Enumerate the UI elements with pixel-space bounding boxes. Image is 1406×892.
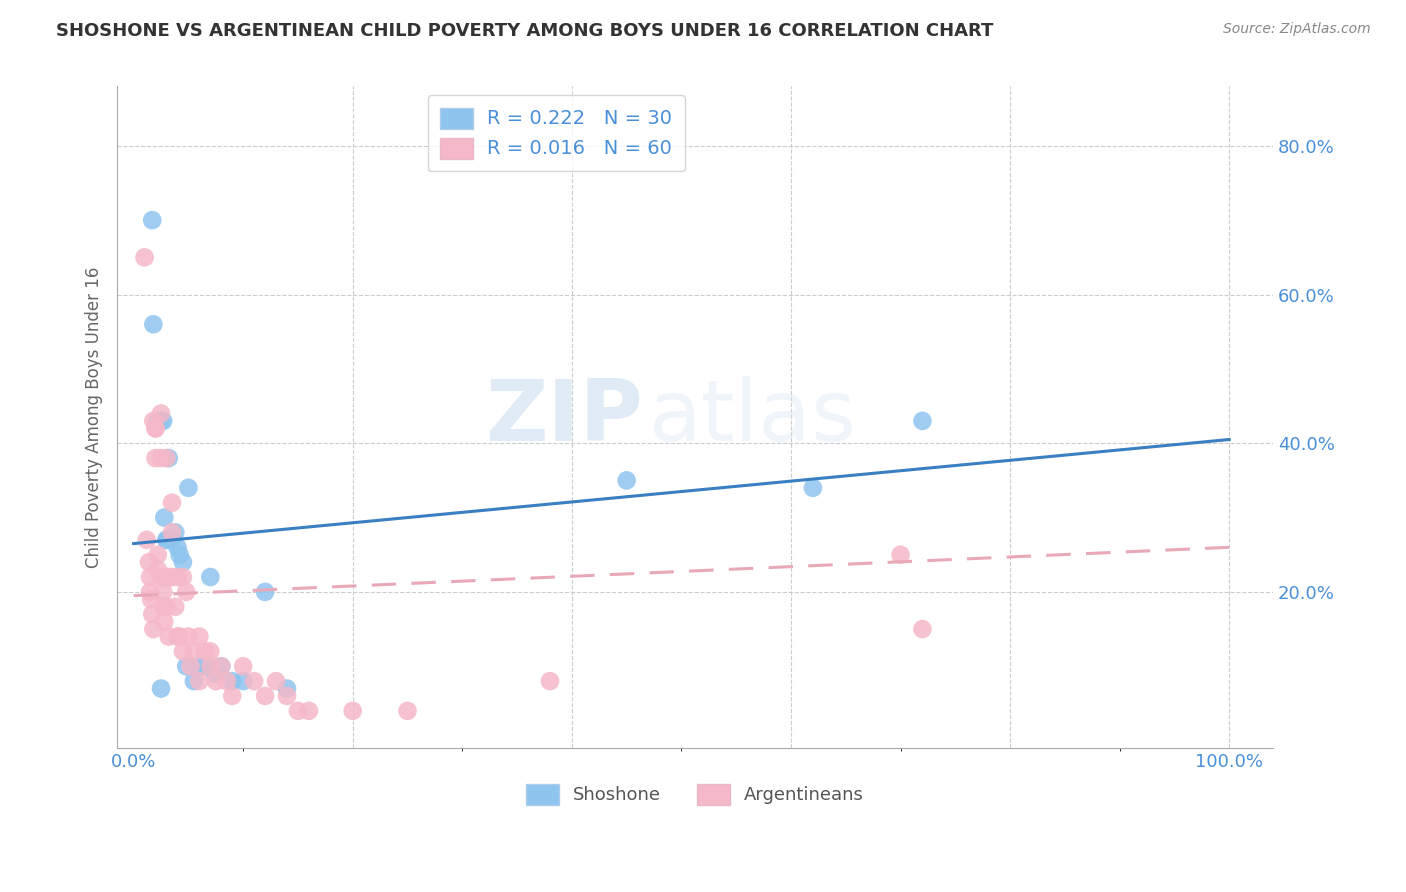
- Point: [153, 510, 176, 524]
- Point: [146, 548, 169, 562]
- Point: [166, 570, 188, 584]
- Point: [165, 525, 187, 540]
- Point: [155, 533, 177, 547]
- Point: [911, 622, 934, 636]
- Point: [174, 585, 197, 599]
- Point: [298, 704, 321, 718]
- Point: [146, 414, 169, 428]
- Point: [172, 570, 194, 584]
- Point: [177, 481, 200, 495]
- Point: [157, 630, 180, 644]
- Point: [169, 548, 191, 562]
- Point: [166, 630, 188, 644]
- Point: [200, 570, 222, 584]
- Point: [243, 674, 266, 689]
- Point: [287, 704, 309, 718]
- Point: [188, 674, 211, 689]
- Point: [215, 674, 238, 689]
- Point: [155, 533, 177, 547]
- Point: [160, 570, 183, 584]
- Point: [141, 607, 163, 622]
- Point: [254, 689, 277, 703]
- Point: [538, 674, 561, 689]
- Point: [152, 599, 174, 614]
- Point: [200, 644, 222, 658]
- Point: [232, 674, 254, 689]
- Point: [264, 674, 287, 689]
- Point: [138, 555, 160, 569]
- Point: [141, 213, 163, 227]
- Point: [150, 414, 173, 428]
- Point: [342, 704, 364, 718]
- Point: [153, 615, 176, 629]
- Point: [135, 533, 157, 547]
- Point: [188, 659, 211, 673]
- Point: [139, 585, 162, 599]
- Point: [142, 414, 165, 428]
- Text: atlas: atlas: [650, 376, 856, 458]
- Point: [801, 481, 824, 495]
- Point: [209, 659, 232, 673]
- Point: [180, 659, 202, 673]
- Point: [889, 548, 911, 562]
- Point: [152, 585, 174, 599]
- Point: [221, 674, 243, 689]
- Point: [141, 592, 163, 607]
- Point: [150, 681, 173, 696]
- Point: [157, 451, 180, 466]
- Point: [160, 496, 183, 510]
- Point: [152, 414, 174, 428]
- Point: [153, 570, 176, 584]
- Point: [254, 585, 277, 599]
- Point: [145, 451, 167, 466]
- Point: [145, 421, 167, 435]
- Text: SHOSHONE VS ARGENTINEAN CHILD POVERTY AMONG BOYS UNDER 16 CORRELATION CHART: SHOSHONE VS ARGENTINEAN CHILD POVERTY AM…: [56, 22, 994, 40]
- Point: [276, 681, 298, 696]
- Point: [174, 659, 197, 673]
- Point: [194, 644, 217, 658]
- Point: [155, 570, 177, 584]
- Point: [146, 563, 169, 577]
- Point: [221, 689, 243, 703]
- Point: [134, 251, 156, 265]
- Point: [165, 599, 187, 614]
- Point: [188, 630, 211, 644]
- Text: Source: ZipAtlas.com: Source: ZipAtlas.com: [1223, 22, 1371, 37]
- Legend: Shoshone, Argentineans: Shoshone, Argentineans: [519, 777, 872, 812]
- Point: [150, 451, 173, 466]
- Point: [194, 659, 217, 673]
- Point: [155, 599, 177, 614]
- Point: [145, 421, 167, 435]
- Point: [276, 689, 298, 703]
- Point: [142, 622, 165, 636]
- Point: [616, 474, 638, 488]
- Y-axis label: Child Poverty Among Boys Under 16: Child Poverty Among Boys Under 16: [86, 267, 103, 568]
- Point: [139, 570, 162, 584]
- Point: [172, 555, 194, 569]
- Point: [209, 659, 232, 673]
- Point: [142, 318, 165, 332]
- Point: [160, 525, 183, 540]
- Point: [183, 644, 205, 658]
- Point: [204, 666, 226, 681]
- Point: [166, 541, 188, 555]
- Point: [157, 570, 180, 584]
- Point: [911, 414, 934, 428]
- Text: ZIP: ZIP: [485, 376, 643, 458]
- Point: [160, 533, 183, 547]
- Point: [183, 674, 205, 689]
- Point: [204, 674, 226, 689]
- Point: [155, 451, 177, 466]
- Point: [396, 704, 419, 718]
- Point: [150, 407, 173, 421]
- Point: [200, 659, 222, 673]
- Point: [172, 644, 194, 658]
- Point: [232, 659, 254, 673]
- Point: [150, 570, 173, 584]
- Point: [177, 630, 200, 644]
- Point: [169, 630, 191, 644]
